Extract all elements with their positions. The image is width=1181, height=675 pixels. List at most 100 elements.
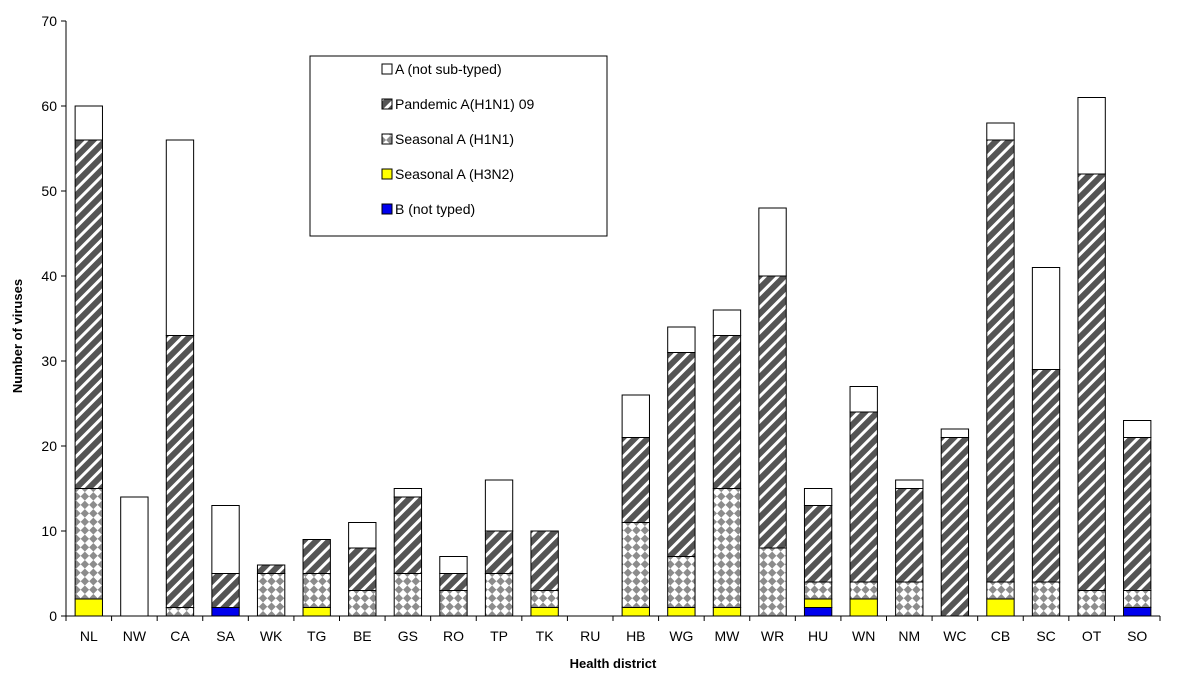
bar-segment [712, 309, 742, 336]
bar-segment [758, 207, 787, 277]
x-tick-label: WN [852, 628, 875, 644]
bar-segment [484, 573, 514, 617]
legend-swatch [381, 63, 393, 75]
bar-segment [256, 573, 286, 617]
bar-stack-cb [986, 122, 1015, 617]
bar-segment [940, 428, 970, 438]
bar-segment [667, 326, 696, 353]
x-tick-label: RU [580, 628, 600, 644]
x-tick-label: WC [943, 628, 966, 644]
y-tick-label: 50 [41, 183, 57, 199]
legend: A (not sub-typed) Pandemic A(H1N1) 09 Seas… [309, 55, 608, 237]
bar-segment [986, 581, 1015, 600]
bar-segment [667, 556, 696, 608]
bar-segment [393, 488, 423, 498]
legend-item: Seasonal A (H1N1) [381, 131, 514, 147]
y-tick-label: 30 [41, 353, 57, 369]
bar-segment [803, 598, 833, 608]
legend-label: A (not sub-typed) [395, 61, 502, 77]
bar-segment [74, 488, 103, 600]
bar-segment [165, 139, 195, 336]
bar-segment [1031, 267, 1061, 370]
bar-stack-wn [849, 386, 878, 617]
legend-item: Seasonal A (H3N2) [381, 166, 514, 182]
bar-segment [667, 352, 696, 557]
bar-segment [256, 564, 286, 574]
bar-segment [758, 275, 787, 549]
bar-stack-nl [74, 105, 103, 617]
bar-segment [439, 590, 468, 617]
bar-segment [484, 530, 514, 574]
y-tick-label: 60 [41, 98, 57, 114]
x-tick-label: NM [898, 628, 920, 644]
y-tick-label: 40 [41, 268, 57, 284]
x-tick-label: WG [669, 628, 693, 644]
bar-segment [302, 607, 331, 617]
bar-segment [1123, 590, 1152, 608]
bar-segment [849, 581, 878, 600]
legend-swatch [381, 168, 393, 180]
bar-stack-nw [120, 496, 149, 617]
bar-segment [165, 335, 195, 608]
bar-stack-hb [621, 394, 650, 617]
bar-segment [621, 607, 650, 617]
bar-segment [120, 496, 149, 617]
x-tick-label: WK [260, 628, 283, 644]
bar-segment [986, 598, 1015, 617]
bar-segment [74, 598, 103, 617]
bar-segment [803, 581, 833, 600]
bar-segment [439, 556, 468, 574]
x-tick-label: NW [123, 628, 147, 644]
bar-segment [940, 437, 970, 617]
bar-segment [530, 607, 559, 617]
bar-segment [302, 573, 331, 608]
bar-segment [803, 488, 833, 506]
bar-stack-gs [393, 488, 423, 617]
x-tick-label: TP [490, 628, 508, 644]
bar-stack-sc [1031, 267, 1061, 617]
legend-label: Pandemic A(H1N1) 09 [395, 96, 535, 112]
x-tick-label: OT [1082, 628, 1102, 644]
bar-stack-tk [530, 530, 559, 617]
bar-segment [348, 547, 377, 591]
bar-segment [895, 488, 924, 583]
bar-stack-tp [484, 479, 514, 617]
bar-segment [439, 573, 468, 591]
legend-label: Seasonal A (H1N1) [395, 131, 514, 147]
legend-label: Seasonal A (H3N2) [395, 166, 514, 182]
bar-segment [1031, 369, 1061, 583]
bar-segment [621, 394, 650, 438]
y-tick-label: 20 [41, 438, 57, 454]
x-tick-label: CB [991, 628, 1010, 644]
bar-segment [393, 496, 423, 574]
bar-segment [530, 590, 559, 608]
legend-item: Pandemic A(H1N1) 09 [381, 96, 535, 112]
bar-segment [621, 522, 650, 608]
bar-segment [211, 573, 240, 608]
bar-segment [1077, 590, 1106, 617]
bar-segment [758, 547, 787, 617]
legend-swatch [381, 98, 393, 110]
bar-segment [621, 437, 650, 523]
bar-segment [348, 590, 377, 617]
bar-segment [803, 607, 833, 617]
x-tick-label: BE [353, 628, 372, 644]
x-tick-label: TG [307, 628, 326, 644]
bar-segment [74, 139, 103, 489]
bar-segment [712, 488, 742, 608]
x-tick-label: SO [1127, 628, 1147, 644]
bar-segment [712, 335, 742, 489]
bar-stack-wc [940, 428, 970, 617]
bar-segment [986, 122, 1015, 141]
bar-segment [302, 539, 331, 574]
x-axis: NL NW CA SA WK TG BE GS RO TP TK RU HB WG MW WR HU WN NM WC… [65, 615, 1161, 644]
y-tick-label: 70 [41, 13, 57, 29]
x-tick-label: SA [216, 628, 235, 644]
bar-segment [530, 530, 559, 591]
x-tick-label: MW [715, 628, 741, 644]
bar-stack-ot [1077, 97, 1106, 617]
bar-stack-mw [712, 309, 742, 617]
bar-segment [1031, 581, 1061, 617]
bar-segment [849, 386, 878, 413]
bar-stack-nm [895, 479, 924, 617]
